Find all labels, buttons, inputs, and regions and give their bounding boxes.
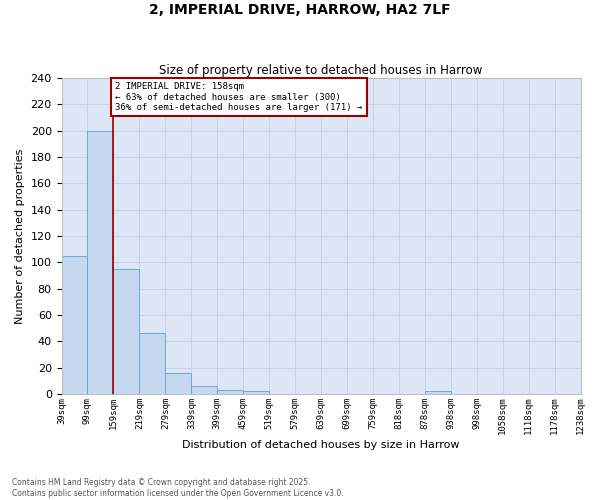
Bar <box>425 392 451 394</box>
Text: 2 IMPERIAL DRIVE: 158sqm
← 63% of detached houses are smaller (300)
36% of semi-: 2 IMPERIAL DRIVE: 158sqm ← 63% of detach… <box>115 82 362 112</box>
Bar <box>244 392 269 394</box>
Bar <box>166 373 191 394</box>
Bar <box>139 334 166 394</box>
Bar <box>88 131 113 394</box>
Bar <box>217 390 244 394</box>
Bar <box>113 269 139 394</box>
Text: Contains HM Land Registry data © Crown copyright and database right 2025.
Contai: Contains HM Land Registry data © Crown c… <box>12 478 344 498</box>
Bar <box>191 386 217 394</box>
Y-axis label: Number of detached properties: Number of detached properties <box>15 148 25 324</box>
Bar <box>62 256 88 394</box>
X-axis label: Distribution of detached houses by size in Harrow: Distribution of detached houses by size … <box>182 440 460 450</box>
Text: 2, IMPERIAL DRIVE, HARROW, HA2 7LF: 2, IMPERIAL DRIVE, HARROW, HA2 7LF <box>149 2 451 16</box>
Title: Size of property relative to detached houses in Harrow: Size of property relative to detached ho… <box>160 64 483 77</box>
